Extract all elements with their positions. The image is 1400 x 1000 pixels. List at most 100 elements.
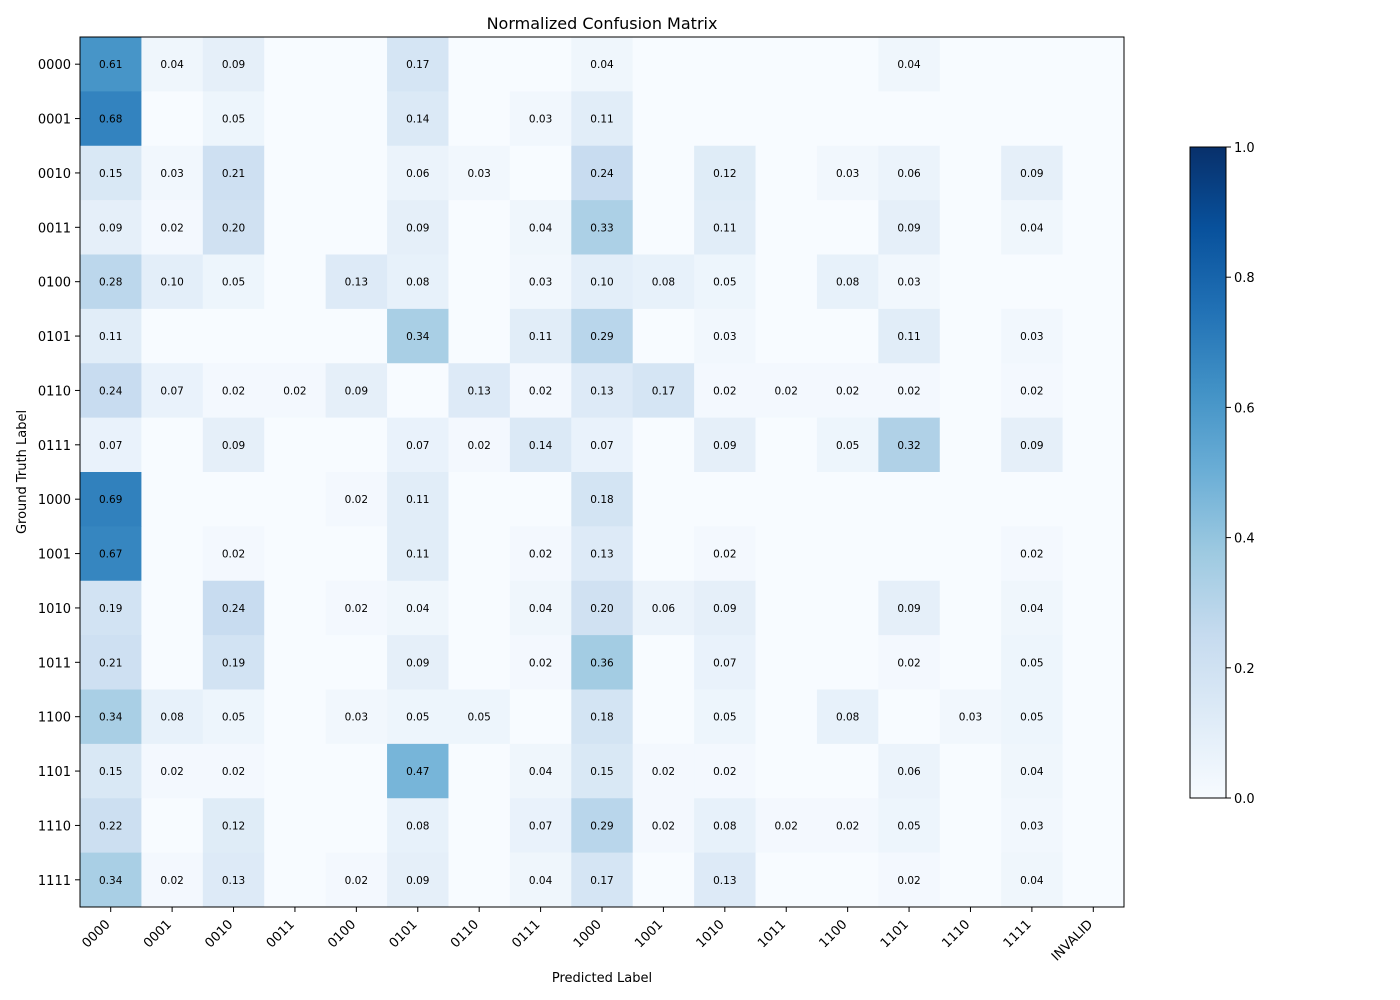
heatmap-cell-0101-1111	[1001, 308, 1064, 364]
cell-label: 0.34	[99, 712, 123, 724]
heatmap-cell-1011-1000	[571, 635, 634, 690]
cell-label: 0.04	[406, 603, 430, 615]
heatmap-cell-0000-1100	[816, 37, 879, 92]
heatmap-cell-0000-1000	[571, 37, 634, 92]
heatmap-cell-0111-1111	[1001, 417, 1064, 473]
heatmap-cell-1000-INVALID	[1062, 472, 1125, 527]
heatmap-cell-0111-1110	[939, 417, 1002, 473]
cell-label: 0.02	[897, 875, 920, 887]
y-tick-label: 0000	[38, 58, 71, 73]
cell-label: 0.19	[99, 603, 122, 615]
cell-label: 0.02	[345, 494, 368, 506]
cell-label: 0.47	[406, 766, 429, 778]
heatmap-cell-0101-1001	[632, 308, 695, 364]
heatmap-cell-0001-1010	[694, 91, 757, 147]
x-tick-label: 0010	[202, 917, 236, 951]
cell-label: 0.09	[713, 603, 736, 615]
heatmap-cell-1001-0000	[80, 526, 142, 582]
heatmap-cell-1100-0100	[325, 689, 388, 745]
cell-label: 0.20	[222, 222, 245, 234]
heatmap-cell-1011-0000	[80, 635, 142, 690]
heatmap-cell-0110-1001	[632, 363, 695, 419]
cell-label: 0.11	[529, 331, 552, 343]
cell-label: 0.13	[590, 549, 613, 561]
cell-label: 0.33	[590, 222, 613, 234]
cell-label: 0.02	[836, 385, 859, 397]
heatmap-cell-1111-0110	[448, 852, 511, 908]
cell-label: 0.02	[836, 820, 859, 832]
cell-label: 0.02	[160, 875, 183, 887]
heatmap-cell-0111-0110	[448, 417, 511, 473]
cell-label: 0.22	[99, 820, 122, 832]
heatmap-cell-0011-0100	[325, 200, 388, 255]
heatmap-cell-0110-1000	[571, 363, 634, 419]
x-tick-label: 0101	[387, 917, 421, 951]
heatmap-cell-0101-0011	[264, 308, 327, 364]
heatmap-cell-1001-0010	[202, 526, 265, 582]
cell-label: 0.09	[222, 59, 245, 71]
cell-label: 0.15	[99, 766, 122, 778]
heatmap-cell-0010-0111	[509, 145, 572, 201]
cell-label: 0.07	[406, 440, 429, 452]
cell-label: 0.02	[160, 222, 183, 234]
cell-label: 0.08	[406, 277, 429, 289]
cell-label: 0.11	[897, 331, 920, 343]
cell-label: 0.18	[590, 494, 613, 506]
heatmap-cell-0111-0000	[80, 417, 142, 473]
heatmap-cell-1001-INVALID	[1062, 526, 1125, 582]
heatmap-cell-0100-0011	[264, 254, 327, 310]
cell-label: 0.03	[836, 168, 859, 180]
y-tick-label: 1110	[38, 819, 71, 834]
heatmap-cell-0010-0001	[141, 145, 204, 201]
heatmap-cell-1010-0010	[202, 580, 265, 636]
heatmap-cell-1100-1000	[571, 689, 634, 745]
heatmap-cell-1010-1010	[694, 580, 757, 636]
heatmap-cell-0100-0101	[387, 254, 449, 310]
cell-label: 0.04	[1020, 766, 1044, 778]
colorbar-ticks: 0.0 0.2 0.4 0.6 0.8 1.0	[1226, 141, 1255, 807]
heatmap-cell-1010-0100	[325, 580, 388, 636]
heatmap-cell-0101-0100	[325, 308, 388, 364]
heatmap-cell-0001-1011	[755, 91, 818, 147]
heatmap-cell-1000-0101	[387, 472, 449, 527]
cell-label: 0.02	[529, 657, 552, 669]
heatmap-cell-1000-1011	[755, 472, 818, 527]
cell-label: 0.06	[406, 168, 430, 180]
heatmap-cell-0000-1101	[878, 37, 941, 92]
cell-label: 0.02	[1020, 549, 1043, 561]
heatmap-cell-0111-0010	[202, 417, 265, 473]
cell-label: 0.05	[406, 712, 429, 724]
y-tick-label: 1111	[38, 874, 71, 889]
y-tick-label: 0010	[38, 167, 71, 182]
heatmap-cell-1111-0100	[325, 852, 388, 908]
cell-label: 0.09	[406, 222, 429, 234]
colorbar-tick-label: 1.0	[1234, 141, 1255, 156]
heatmap-cell-0101-0110	[448, 308, 511, 364]
heatmap-cell-1100-0101	[387, 689, 449, 745]
heatmap-cell-1100-0110	[448, 689, 511, 745]
heatmap-cell-1101-0010	[202, 743, 265, 799]
y-axis: 0000 0001 0010 0011 0100 0101 0110 0111 1000 1001…	[38, 58, 80, 889]
heatmap-cell-0101-1100	[816, 308, 879, 364]
cell-label: 0.04	[1020, 222, 1044, 234]
heatmap-cell-0100-1010	[694, 254, 757, 310]
heatmap-cell-1010-0111	[509, 580, 572, 636]
heatmap-cell-0110-0101	[387, 363, 449, 419]
cell-label: 0.07	[713, 657, 736, 669]
heatmap-cell-0101-1110	[939, 308, 1002, 364]
heatmap-cell-0111-0100	[325, 417, 388, 473]
heatmap-cell-1101-1000	[571, 743, 634, 799]
cell-label: 0.02	[529, 385, 552, 397]
heatmap-cell-1111-0101	[387, 852, 449, 908]
cell-label: 0.13	[590, 385, 613, 397]
cell-label: 0.07	[99, 440, 122, 452]
cell-label: 0.03	[467, 168, 490, 180]
heatmap-cell-0100-0100	[325, 254, 388, 310]
cell-label: 0.03	[713, 331, 736, 343]
cell-label: 0.21	[99, 657, 122, 669]
heatmap-cell-1101-1011	[755, 743, 818, 799]
cell-label: 0.02	[467, 440, 490, 452]
heatmap-cell-0100-0010	[202, 254, 265, 310]
heatmap-cell-1111-0011	[264, 852, 327, 908]
cell-label: 0.24	[222, 603, 246, 615]
